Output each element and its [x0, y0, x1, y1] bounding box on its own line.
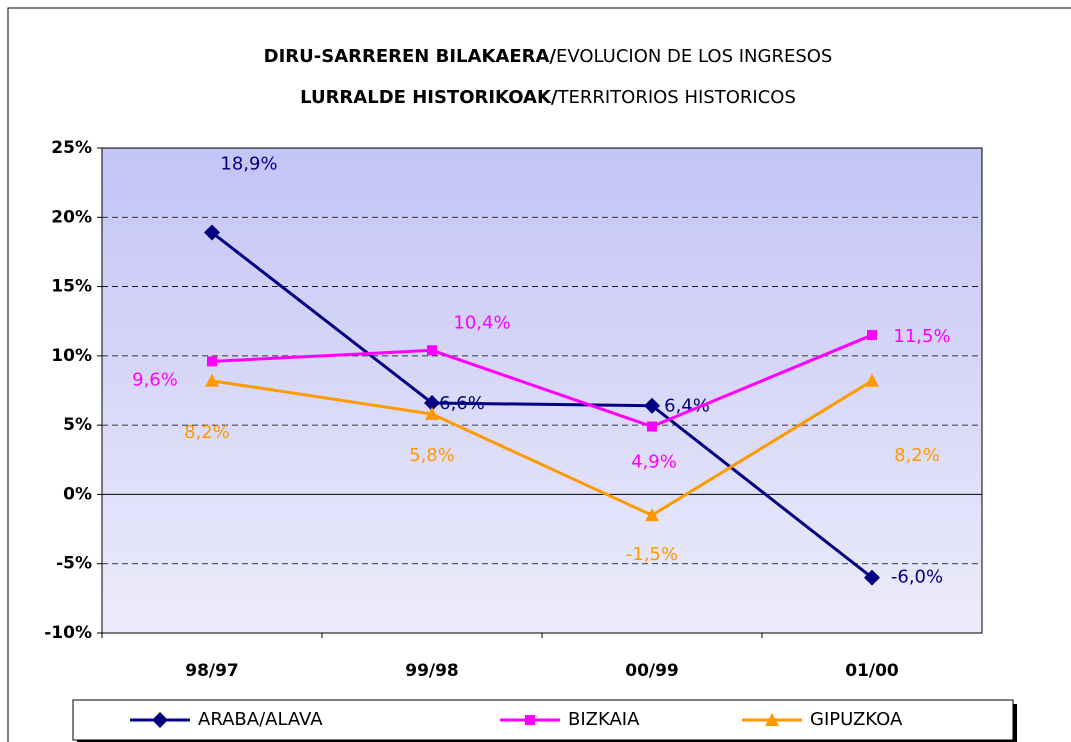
data-label: -6,0%: [891, 567, 943, 588]
title-normal: TERRITORIOS HISTORICOS: [556, 87, 795, 108]
marker: [427, 345, 437, 356]
y-tick-label: 5%: [63, 415, 92, 435]
legend-label: GIPUZKOA: [810, 709, 903, 730]
data-label: 8,2%: [894, 445, 940, 466]
y-tick-label: 20%: [51, 207, 92, 227]
marker: [205, 373, 219, 387]
data-label: 6,4%: [664, 396, 710, 417]
plot-area: [101, 147, 983, 634]
x-tick-label: 01/00: [845, 661, 899, 681]
marker: [644, 397, 660, 414]
data-label: 5,8%: [409, 445, 455, 466]
marker: [425, 407, 439, 421]
marker: [865, 373, 879, 387]
marker: [424, 394, 440, 411]
data-label: 8,2%: [184, 422, 230, 443]
marker: [647, 421, 657, 432]
title-normal: EVOLUCION DE LOS INGRESOS: [556, 46, 832, 67]
legend-label: BIZKAIA: [568, 709, 640, 730]
marker: [864, 569, 880, 586]
marker: [204, 224, 220, 241]
chart-title: LURRALDE HISTORIKOAK/TERRITORIOS HISTORI…: [300, 87, 796, 108]
data-label: 9,6%: [132, 369, 178, 390]
x-tick-label: 00/99: [625, 661, 679, 681]
data-label: 4,9%: [631, 452, 677, 473]
marker: [765, 713, 779, 726]
title-bold: DIRU-SARREREN BILAKAERA/: [264, 46, 557, 67]
marker: [645, 508, 659, 522]
title-bold: LURRALDE HISTORIKOAK/: [300, 87, 558, 108]
series-line: [211, 379, 873, 517]
y-tick-label: -10%: [44, 623, 92, 643]
y-tick-label: 10%: [51, 346, 92, 366]
data-label: 18,9%: [220, 154, 277, 175]
marker: [867, 330, 877, 341]
marker: [207, 356, 217, 367]
data-label: -1,5%: [626, 544, 678, 565]
marker: [152, 712, 168, 728]
x-tick-label: 98/97: [185, 661, 239, 681]
data-label: 10,4%: [453, 312, 510, 333]
chart-title: DIRU-SARREREN BILAKAERA/EVOLUCION DE LOS…: [264, 46, 833, 67]
marker: [525, 715, 535, 725]
y-tick-label: -5%: [56, 554, 92, 574]
data-label: 11,5%: [893, 326, 950, 347]
y-tick-label: 15%: [51, 277, 92, 297]
series-line: [211, 231, 873, 579]
x-tick-label: 99/98: [405, 661, 459, 681]
y-tick-label: 0%: [63, 484, 92, 504]
legend-label: ARABA/ALAVA: [198, 709, 323, 730]
series-line: [211, 333, 873, 429]
y-tick-label: 25%: [51, 138, 92, 158]
data-label: 6,6%: [439, 393, 485, 414]
